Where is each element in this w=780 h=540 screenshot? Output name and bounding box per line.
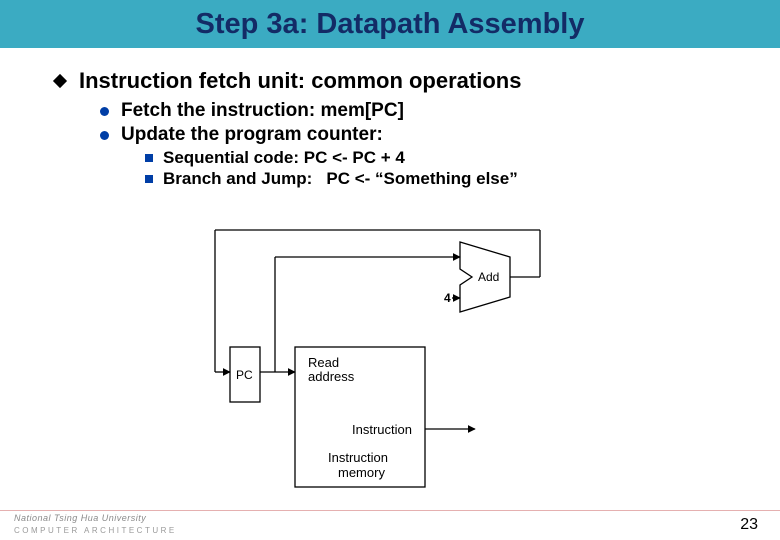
bullet-l2-update: Update the program counter: — [100, 124, 740, 146]
bullet-l2b-text: Update the program counter: — [121, 124, 383, 146]
pc-label: PC — [236, 368, 253, 382]
imem-label-l2: memory — [338, 465, 385, 480]
footer-rule — [0, 510, 780, 511]
diagram-svg: Readaddress Instruction Instruction memo… — [200, 222, 580, 502]
department-name: COMPUTER ARCHITECTURE — [14, 526, 177, 535]
bullet-l2a-text: Fetch the instruction: mem[PC] — [121, 100, 404, 122]
imem-label-l1: Instruction — [328, 450, 388, 465]
four-label: 4 — [444, 291, 451, 305]
page-number: 23 — [740, 516, 758, 534]
title-bar: Step 3a: Datapath Assembly — [0, 0, 780, 48]
square-icon — [145, 175, 153, 183]
bullet-l3-branch: Branch and Jump: PC <- “Something else” — [145, 169, 740, 189]
footer: National Tsing Hua University COMPUTER A… — [0, 510, 780, 540]
square-icon — [145, 154, 153, 162]
bullet-l3b-text: Branch and Jump: PC <- “Something else” — [163, 169, 518, 189]
bullet-l1: Instruction fetch unit: common operation… — [55, 68, 740, 94]
bullet-l3a-text: Sequential code: PC <- PC + 4 — [163, 148, 405, 168]
instruction-label: Instruction — [352, 422, 412, 437]
diamond-icon — [53, 74, 67, 88]
bullet-l2-fetch: Fetch the instruction: mem[PC] — [100, 100, 740, 122]
slide-title: Step 3a: Datapath Assembly — [196, 8, 585, 41]
datapath-diagram: Readaddress Instruction Instruction memo… — [200, 222, 580, 502]
circle-icon — [100, 107, 109, 116]
content-area: Instruction fetch unit: common operation… — [0, 48, 780, 189]
bullet-l3-sequential: Sequential code: PC <- PC + 4 — [145, 148, 740, 168]
bullet-l1-text: Instruction fetch unit: common operation… — [79, 68, 521, 94]
add-label: Add — [478, 270, 499, 284]
read-addr-label: Readaddress — [308, 355, 355, 384]
university-name: National Tsing Hua University — [14, 513, 146, 523]
circle-icon — [100, 131, 109, 140]
